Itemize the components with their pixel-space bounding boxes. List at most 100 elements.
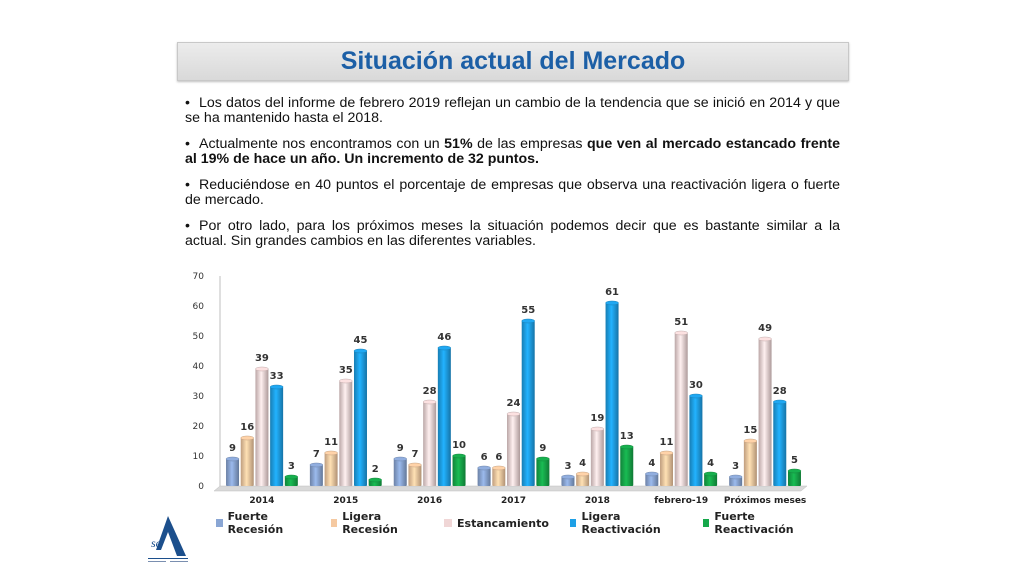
- bar: [270, 387, 284, 486]
- bullet-text: Por otro lado, para los próximos meses l…: [185, 218, 840, 249]
- bar-top: [659, 450, 674, 456]
- bar: [452, 456, 466, 486]
- legend-swatch: [569, 519, 577, 527]
- data-label: 6: [481, 452, 488, 463]
- y-tick-label: 20: [193, 422, 205, 432]
- x-tick-label: 2014: [249, 496, 274, 506]
- data-label: 4: [579, 458, 586, 469]
- bar-top: [787, 468, 802, 474]
- bullet-text: Reduciéndose en 40 puntos el porcentaje …: [185, 177, 840, 208]
- bullet-list: • Los datos del informe de febrero 2019 r…: [185, 96, 840, 260]
- data-label: 7: [411, 449, 418, 460]
- bar: [226, 459, 240, 486]
- data-label: 30: [689, 380, 703, 391]
- bar-top: [689, 393, 703, 399]
- y-tick-label: 50: [193, 332, 205, 342]
- data-label: 28: [423, 386, 437, 397]
- bar-top: [605, 300, 619, 306]
- bar-top: [492, 465, 506, 471]
- bar-top: [339, 378, 353, 384]
- data-label: 3: [288, 461, 295, 472]
- bullet-glyph: •: [185, 95, 190, 111]
- bar-chart: 0102030405060709163933320147113545220159…: [193, 272, 808, 506]
- y-tick-label: 70: [193, 272, 205, 282]
- slide-title: Situación actual del Mercado: [340, 47, 686, 75]
- bar: [507, 414, 520, 486]
- data-label: 9: [539, 443, 546, 454]
- bullet-text: 51%: [444, 136, 473, 152]
- bar: [408, 465, 422, 486]
- bar-top: [309, 462, 324, 468]
- bar: [561, 477, 575, 486]
- bullet-glyph: •: [185, 177, 190, 193]
- bar-top: [353, 348, 368, 354]
- data-label: 55: [521, 305, 535, 316]
- data-label: 24: [507, 398, 521, 409]
- x-tick-label: 2015: [333, 496, 358, 506]
- bar-top: [728, 474, 743, 480]
- bar-top: [506, 411, 521, 417]
- data-label: 11: [324, 437, 338, 448]
- bar-top: [284, 474, 299, 480]
- data-label: 10: [452, 440, 466, 451]
- bar: [704, 474, 718, 486]
- data-label: 45: [354, 335, 368, 346]
- data-label: 35: [339, 365, 353, 376]
- bar: [393, 459, 407, 486]
- legend-swatch: [702, 519, 710, 527]
- data-label: 9: [397, 443, 404, 454]
- bullet-item: • Reduciéndose en 40 puntos el porcentaje…: [185, 178, 840, 208]
- bar-top: [408, 462, 422, 468]
- bar: [743, 441, 757, 486]
- bar: [255, 369, 269, 486]
- bar: [729, 477, 743, 486]
- x-tick-label: Próximos meses: [724, 495, 806, 506]
- chart-floor: [213, 485, 808, 492]
- bar: [240, 438, 254, 486]
- data-label: 61: [605, 287, 619, 298]
- data-label: 11: [660, 437, 674, 448]
- bar-top: [422, 399, 437, 405]
- legend-swatch: [330, 519, 338, 527]
- bar: [339, 381, 353, 486]
- bullet-glyph: •: [185, 136, 190, 152]
- bullet-item: • Por otro lado, para los próximos meses …: [185, 219, 840, 249]
- bar: [689, 396, 703, 486]
- data-label: 51: [674, 317, 688, 328]
- bar: [590, 429, 604, 486]
- legend-label: Fuerte Reactivación: [714, 510, 794, 536]
- bar-top: [645, 471, 659, 477]
- bar-top: [368, 477, 382, 483]
- bar-top: [743, 438, 758, 444]
- bullet-glyph: •: [185, 218, 190, 234]
- bar: [521, 321, 535, 486]
- bar-top: [536, 456, 550, 462]
- legend-item: Ligera Reactivación: [569, 510, 682, 536]
- bar: [660, 453, 674, 486]
- bar: [605, 303, 619, 486]
- bar: [309, 465, 323, 486]
- bar-top: [575, 471, 590, 477]
- legend-swatch: [216, 519, 223, 527]
- bar: [477, 468, 491, 486]
- bullet-item: • Actualmente nos encontramos con un 51% …: [185, 137, 840, 167]
- data-label: 2: [372, 464, 379, 475]
- sea-logo-icon: se: [148, 516, 188, 562]
- data-label: 15: [743, 425, 757, 436]
- data-label: 6: [495, 452, 502, 463]
- x-tick-label: 2017: [501, 496, 526, 506]
- bar: [492, 468, 506, 486]
- bar-top: [452, 453, 466, 459]
- bar: [284, 477, 298, 486]
- bar: [536, 459, 550, 486]
- bar: [576, 474, 590, 486]
- data-label: 13: [620, 431, 634, 442]
- bullet-text: Actualmente nos encontramos con un: [199, 136, 445, 152]
- x-tick-label: 2016: [417, 496, 442, 506]
- legend-label: Estancamiento: [457, 516, 549, 530]
- data-label: 3: [564, 461, 571, 472]
- bar-top: [521, 318, 535, 324]
- bar: [787, 471, 801, 486]
- bar-top: [703, 471, 718, 477]
- bar: [773, 402, 787, 486]
